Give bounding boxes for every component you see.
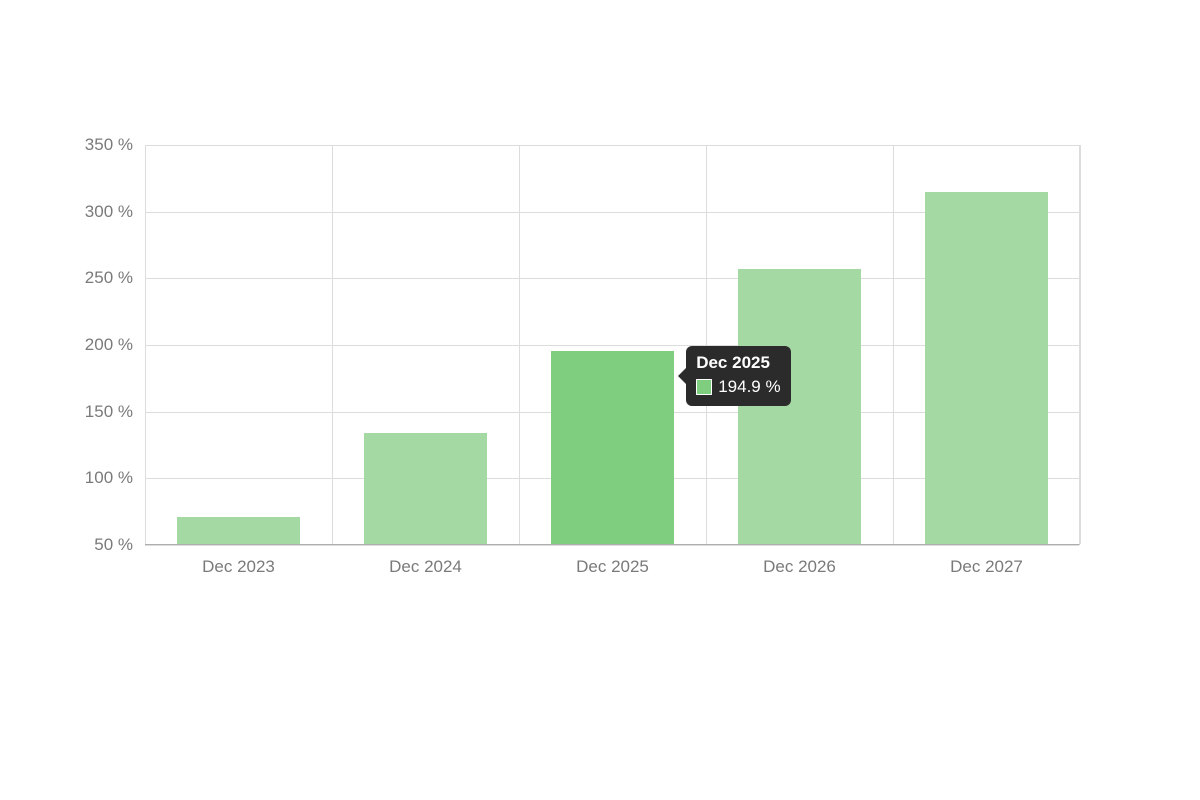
tooltip-title: Dec 2025 (696, 352, 780, 374)
bar[interactable] (177, 517, 300, 544)
y-tick-label: 300 % (85, 202, 133, 222)
y-tick-label: 150 % (85, 402, 133, 422)
gridline-vertical (1080, 145, 1081, 544)
plot-area (145, 145, 1080, 545)
x-tick-label: Dec 2026 (763, 557, 836, 577)
gridline-vertical (706, 145, 707, 544)
y-tick-label: 200 % (85, 335, 133, 355)
x-tick-label: Dec 2025 (576, 557, 649, 577)
gridline-vertical (893, 145, 894, 544)
chart-tooltip: Dec 2025 194.9 % (686, 346, 790, 406)
bar[interactable] (364, 433, 487, 544)
x-tick-label: Dec 2027 (950, 557, 1023, 577)
y-tick-label: 250 % (85, 268, 133, 288)
gridline-vertical (145, 145, 146, 544)
bar[interactable] (738, 269, 861, 544)
gridline-vertical (332, 145, 333, 544)
tooltip-value: 194.9 % (718, 376, 780, 398)
tooltip-swatch (696, 379, 712, 395)
bar[interactable] (551, 351, 674, 544)
gridline-horizontal (145, 145, 1079, 146)
y-tick-label: 100 % (85, 468, 133, 488)
gridline-horizontal (145, 545, 1079, 546)
x-tick-label: Dec 2024 (389, 557, 462, 577)
bar[interactable] (925, 192, 1048, 544)
y-tick-label: 350 % (85, 135, 133, 155)
gridline-vertical (519, 145, 520, 544)
x-tick-label: Dec 2023 (202, 557, 275, 577)
y-tick-label: 50 % (94, 535, 133, 555)
